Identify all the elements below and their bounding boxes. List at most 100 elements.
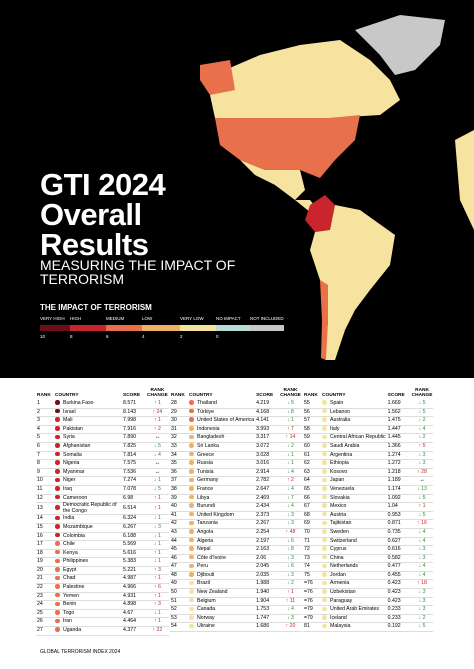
impact-dot (55, 567, 60, 572)
rank: 14 (36, 514, 54, 524)
rank-change: ↓ 1 (279, 451, 302, 461)
impact-dot-cell (54, 540, 62, 550)
impact-dot (189, 580, 194, 586)
impact-dot-cell (54, 566, 62, 576)
country: Philippines (62, 557, 122, 567)
impact-dot-cell (321, 545, 329, 555)
impact-dot (55, 460, 60, 465)
score: 0.233 (386, 614, 411, 624)
country: Benin (62, 600, 122, 610)
impact-dot-cell (321, 425, 329, 435)
table-row: 55 Spain 1.669 ↓ 5 (303, 400, 434, 409)
score: 1.940 (255, 588, 280, 598)
impact-dot-cell (54, 574, 62, 585)
table-row: 65 Venezuela 1.174 ↓ 13 (303, 485, 434, 495)
rank-change: ↓ 2 (410, 416, 434, 426)
score: 2.434 (255, 502, 280, 512)
score: 4.464 (122, 617, 146, 628)
header-row: RANK COUNTRY SCORE RANK CHANGE (36, 388, 169, 400)
impact-dot (55, 505, 60, 510)
table-row: 43 Angola 2.254 ↑ 48 (170, 528, 302, 538)
impact-dot (189, 623, 194, 629)
legend-tick: 6 (106, 334, 109, 339)
table-row: 50 New Zealand 1.940 ↑ 1 (170, 588, 302, 598)
canada (210, 40, 400, 118)
rank-change: ↓ 1 (146, 540, 169, 550)
score: 2.373 (255, 511, 280, 521)
impact-dot-cell (54, 583, 62, 593)
country: Democratic Republic of the Congo (62, 502, 122, 516)
impact-dot-cell (321, 451, 329, 461)
rank-change: ↓ 13 (410, 485, 434, 495)
rank: 25 (36, 609, 54, 619)
rank-change: ↑ 5 (410, 442, 434, 452)
score: 0.953 (386, 511, 411, 521)
table-row: 19 Philippines 5.383 ↓ 1 (36, 557, 169, 567)
country: United States of America (196, 416, 256, 426)
legend-swatch (40, 325, 70, 331)
table-row: 69 Tajikistan 0.871 ↑ 16 (303, 519, 434, 529)
impact-dot-cell (54, 592, 62, 602)
country: Togo (62, 609, 122, 619)
rank: 67 (303, 502, 321, 512)
impact-dot (189, 486, 194, 491)
impact-dot (189, 469, 194, 474)
score: 7.078 (122, 485, 146, 495)
table-row: 9 Myanmar 7.536 ↔ (36, 468, 169, 478)
country: Uganda (62, 626, 122, 636)
rank: 64 (303, 476, 321, 486)
impact-dot (322, 511, 327, 517)
table-row: 18 Kenya 5.616 ↑ 1 (36, 549, 169, 559)
score: 3.993 (255, 425, 280, 435)
impact-dot-cell (321, 494, 329, 504)
rank-change: ↑ 3 (146, 566, 169, 576)
impact-dot (322, 400, 327, 405)
legend-swatch (180, 325, 216, 331)
impact-dot (189, 520, 194, 526)
impact-dot-cell (54, 523, 62, 533)
impact-dot (189, 572, 194, 577)
rank: 4 (36, 425, 54, 435)
rank: 30 (170, 416, 188, 426)
table-row: 35 Russia 3.016 ↓ 1 (170, 459, 302, 469)
impact-dot-cell (54, 557, 62, 567)
impact-dot (189, 443, 194, 448)
score: 0.233 (386, 605, 411, 615)
country: Argentina (329, 451, 387, 461)
table-row: =76 Armenia 0.423 ↑ 18 (303, 579, 434, 590)
country: Central African Republic (329, 433, 387, 443)
score: 0.455 (386, 571, 411, 581)
country: Venezuela (329, 485, 387, 495)
score: 7.274 (122, 476, 146, 486)
rank-change: ↓ 4 (279, 502, 302, 512)
rank-change: ↓ 7 (279, 494, 302, 504)
rank-change: ↓ 5 (410, 408, 434, 418)
table-row: 75 Jordan 0.455 ↓ 4 (303, 571, 434, 581)
country: Nigeria (62, 459, 122, 469)
rank-change: ↓ 4 (279, 468, 302, 478)
impact-dot-cell (54, 532, 62, 542)
country: Burkina Faso (62, 400, 122, 409)
table-row: 57 Australia 1.475 ↓ 2 (303, 416, 434, 426)
country: Italy (329, 425, 387, 435)
impact-dot (189, 460, 194, 465)
rank-change: ↑ 28 (410, 468, 434, 478)
rank-change: ↑ 1 (146, 617, 169, 628)
table-row: 14 India 6.324 ↓ 1 (36, 514, 169, 524)
rank: 7 (36, 451, 54, 461)
impact-dot (55, 434, 60, 440)
impact-dot (55, 592, 60, 598)
impact-dot (55, 451, 60, 457)
impact-dot-cell (321, 476, 329, 486)
country: Armenia (329, 579, 387, 590)
impact-dot-cell (188, 579, 196, 590)
rank: 41 (170, 511, 188, 521)
country: Türkiye (196, 408, 256, 418)
south-america (310, 205, 395, 360)
table-row: 59 Central African Republic 1.445 ↓ 2 (303, 433, 434, 443)
score: 0.192 (386, 622, 411, 633)
impact-dot-cell (188, 554, 196, 564)
score: 2.267 (255, 519, 280, 529)
impact-dot (55, 618, 60, 624)
